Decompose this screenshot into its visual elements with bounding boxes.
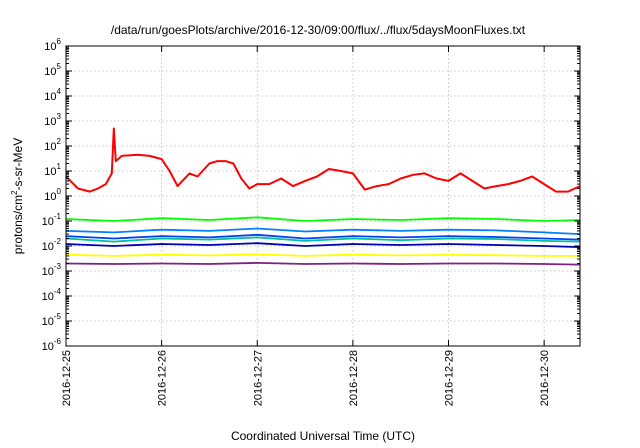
y-tick-label: 10-5: [42, 312, 62, 328]
y-tick-label: 10-3: [42, 262, 62, 278]
y-tick-label: 100: [44, 187, 61, 203]
chart-title: /data/run/goesPlots/archive/2016-12-30/0…: [111, 23, 526, 37]
x-tick-label: 2016-12-25: [61, 350, 73, 406]
series-line-6: [65, 253, 580, 257]
x-axis-label: Coordinated Universal Time (UTC): [231, 429, 415, 443]
y-axis-label-base: protons/cm: [11, 195, 25, 254]
y-tick-labels: 10-6 10-5 10-4 10-3 10-2 10-1 100 101 102 103 104 1…: [42, 37, 62, 353]
series-line-2: [65, 236, 581, 243]
x-tick-labels: 2016-12-25 2016-12-26 2016-12-27 2016-12-28…: [61, 350, 551, 406]
y-tick-label: 103: [44, 112, 61, 128]
tick-marks: [65, 45, 580, 347]
y-axis-label-tail: -s-sr-MeV: [11, 138, 25, 191]
y-tick-label: 10-2: [42, 237, 62, 253]
grid: [66, 46, 580, 346]
y-axis-label-sup: 2: [10, 190, 19, 195]
y-tick-label: 106: [44, 37, 61, 53]
y-tick-label: 10-6: [42, 337, 62, 353]
y-tick-label: 10-4: [42, 287, 62, 303]
x-tick-label: 2016-12-27: [252, 350, 264, 406]
y-tick-label: 104: [44, 87, 61, 103]
y-tick-label: 102: [44, 137, 61, 153]
y-tick-label: 101: [44, 162, 61, 178]
series-line-7: [65, 261, 581, 266]
x-tick-label: 2016-12-30: [539, 350, 551, 406]
series-group: [65, 127, 581, 266]
series-line-5: [65, 242, 581, 248]
x-tick-label: 2016-12-29: [444, 350, 456, 406]
series-line-4: [65, 233, 581, 241]
y-tick-label: 105: [44, 62, 61, 78]
x-tick-label: 2016-12-28: [348, 350, 360, 406]
x-tick-label: 2016-12-26: [157, 350, 169, 406]
series-line-3: [65, 227, 581, 235]
series-line-0: [65, 127, 581, 193]
series-line-1: [65, 216, 581, 222]
y-axis-label: protons/cm2-s-sr-MeV: [10, 138, 25, 254]
y-tick-label: 10-1: [42, 212, 62, 228]
